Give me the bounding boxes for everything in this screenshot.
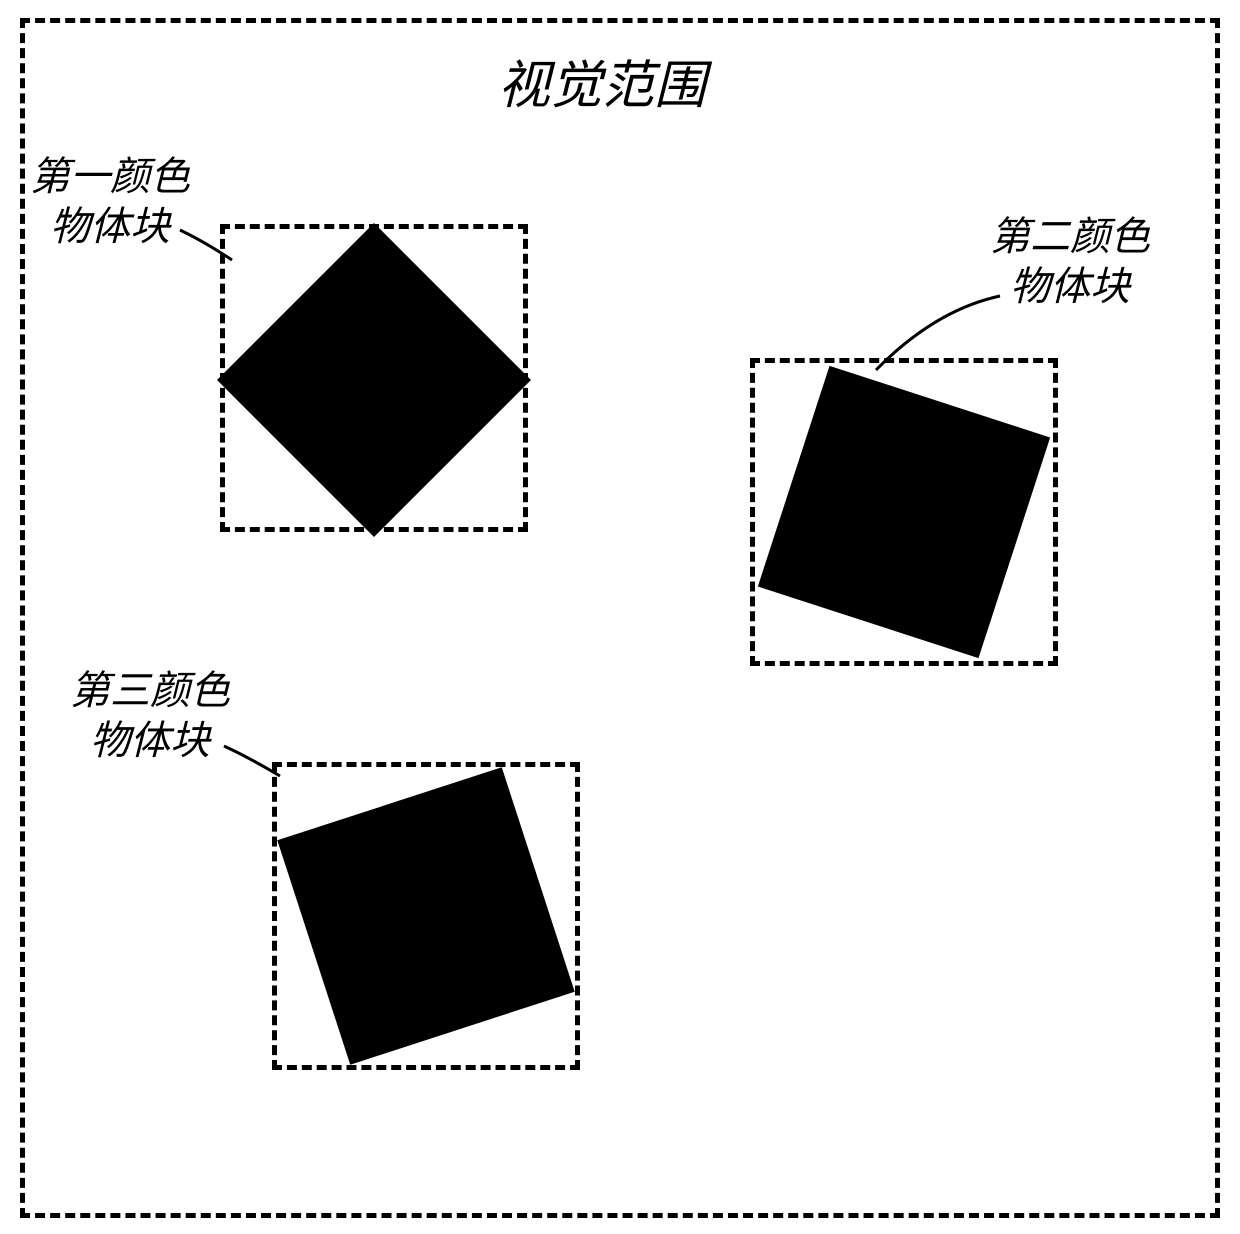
- block3-label-line2: 物体块: [90, 718, 210, 763]
- block3-label-line1: 第三颜色: [70, 668, 230, 713]
- block1-label-line1: 第一颜色: [30, 154, 190, 199]
- diagram-title: 视觉范围: [498, 54, 706, 119]
- block1-label: 第一颜色 物体块: [30, 152, 190, 252]
- block3-label: 第三颜色 物体块: [70, 666, 230, 766]
- block2-label-line1: 第二颜色: [990, 214, 1150, 259]
- block1-label-line2: 物体块: [50, 204, 170, 249]
- block2-label-line2: 物体块: [1010, 264, 1130, 309]
- diagram-stage: 视觉范围 第一颜色 物体块 第二颜色 物体块 第三颜色 物体块: [0, 0, 1240, 1234]
- block2-label: 第二颜色 物体块: [990, 212, 1150, 312]
